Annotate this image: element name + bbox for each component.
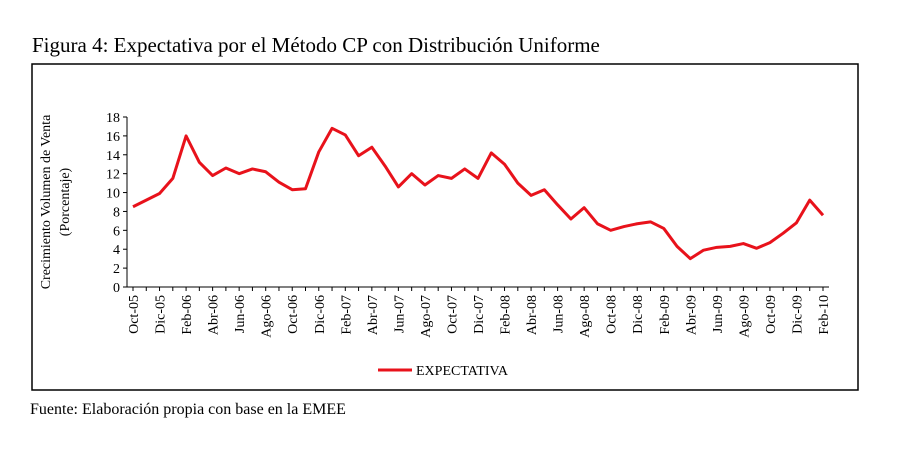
x-tick-label: Dic-08: [631, 295, 646, 334]
x-tick-label: Abr-09: [684, 295, 699, 335]
y-tick-label: 12: [106, 168, 120, 183]
y-tick-label: 18: [106, 111, 120, 126]
y-tick-label: 2: [113, 262, 120, 277]
x-tick-label: Jun-06: [233, 295, 248, 333]
x-tick-label: Dic-06: [313, 295, 328, 334]
y-axis-label: Crecimiento Volumen de Venta: [39, 114, 54, 289]
y-tick-label: 10: [106, 187, 120, 202]
x-tick-label: Ago-09: [737, 295, 752, 338]
x-tick-label: Dic-05: [154, 295, 169, 334]
y-tick-label: 0: [113, 281, 120, 296]
x-tick-label: Oct-05: [127, 295, 142, 334]
x-tick-label: Oct-06: [286, 295, 301, 334]
x-tick-label: Feb-06: [180, 295, 195, 335]
x-tick-label: Abr-06: [207, 295, 222, 335]
x-tick-label: Feb-09: [658, 295, 673, 335]
x-tick-label: Abr-07: [366, 295, 381, 335]
x-tick-label: Oct-08: [605, 295, 620, 334]
x-tick-label: Ago-07: [419, 295, 434, 338]
x-tick-label: Feb-10: [817, 295, 832, 335]
x-tick-label: Jun-09: [711, 295, 726, 333]
chart-title: Figura 4: Expectativa por el Método CP c…: [32, 33, 600, 57]
x-tick-label: Ago-06: [260, 295, 275, 338]
x-tick-label: Feb-07: [339, 295, 354, 335]
data-line: [132, 126, 825, 261]
y-tick-label: 16: [106, 130, 120, 145]
x-tick-label: Oct-09: [764, 295, 779, 334]
chart-frame: [31, 63, 859, 391]
source-note: Fuente: Elaboración propia con base en l…: [30, 401, 346, 418]
x-tick-label: Feb-08: [499, 295, 514, 335]
y-tick-label: 14: [106, 149, 120, 164]
x-tick-label: Abr-08: [525, 295, 540, 335]
legend-label: EXPECTATIVA: [416, 364, 509, 379]
y-tick-label: 8: [113, 205, 120, 220]
x-tick-label: Ago-08: [578, 295, 593, 338]
y-axis-label: (Porcentaje): [58, 167, 73, 236]
x-tick-label: Dic-07: [472, 295, 487, 334]
y-tick-label: 6: [113, 224, 120, 239]
y-tick-label: 4: [113, 243, 120, 258]
x-tick-label: Jun-07: [392, 295, 407, 333]
x-tick-label: Dic-09: [790, 295, 805, 334]
x-tick-label: Jun-08: [552, 295, 567, 333]
x-tick-label: Oct-07: [445, 295, 460, 334]
